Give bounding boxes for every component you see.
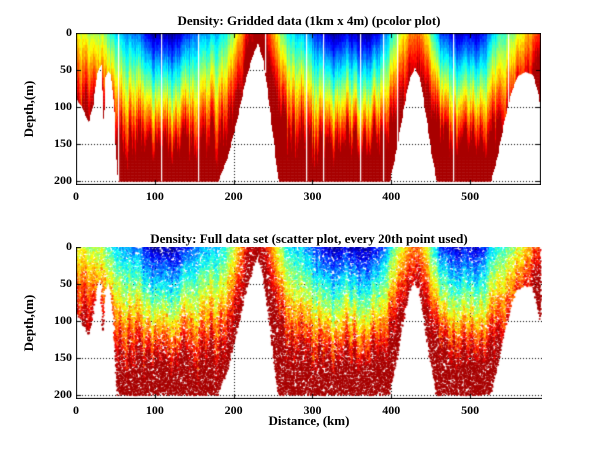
- x-tick-label: 0: [73, 403, 79, 417]
- y-tick-label: 150: [54, 350, 72, 365]
- x-tick-label: 500: [461, 189, 480, 203]
- x-tick-label: 300: [303, 189, 322, 203]
- y-tick-label: 200: [54, 173, 72, 188]
- x-tick-label: 100: [145, 403, 164, 417]
- y-tick-label: 100: [54, 99, 72, 114]
- scatter-ylabel: Depth,(m): [21, 294, 36, 352]
- y-tick-label: 150: [54, 136, 72, 151]
- y-tick-label: 50: [60, 62, 72, 77]
- pcolor-plot-canvas: [76, 33, 541, 185]
- x-tick-label: 0: [73, 189, 79, 203]
- x-tick-label: 100: [145, 189, 164, 203]
- scatter-plot-canvas: [76, 247, 542, 399]
- x-tick-label: 400: [382, 189, 401, 203]
- y-tick-label: 0: [66, 239, 72, 253]
- x-tick-label: 400: [382, 403, 401, 417]
- y-tick-label: 100: [54, 313, 72, 328]
- pcolor-ylabel: Depth,(m): [21, 80, 36, 138]
- x-tick-label: 200: [224, 189, 243, 203]
- x-tick-label: 500: [461, 403, 480, 417]
- x-tick-label: 200: [224, 403, 243, 417]
- y-tick-label: 0: [66, 25, 72, 39]
- x-tick-label: 300: [303, 403, 322, 417]
- scatter-xlabel: Distance, (km): [268, 413, 350, 428]
- scatter-plot-title: Density: Full data set (scatter plot, ev…: [150, 231, 468, 246]
- pcolor-plot-title: Density: Gridded data (1km x 4m) (pcolor…: [177, 13, 441, 28]
- y-tick-label: 200: [54, 387, 72, 402]
- y-tick-label: 50: [60, 276, 72, 291]
